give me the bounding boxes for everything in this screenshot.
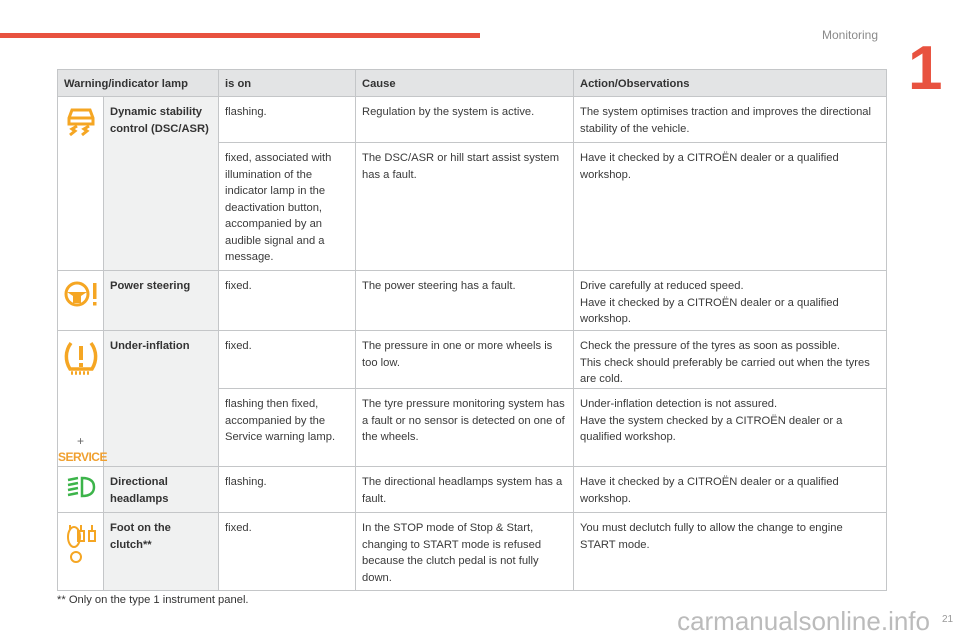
is-on-cell: flashing then fixed, accompanied by the … [218,388,356,467]
power-steering-icon [57,270,104,331]
action-cell: The system optimises traction and improv… [573,96,887,143]
directional-headlamps-icon [57,466,104,513]
section-title: Monitoring [822,28,879,42]
is-on-cell: fixed. [218,330,356,389]
cause-cell: The directional headlamps system has a f… [355,466,574,513]
table-row: + SERVICE Under-inflation fixed. The pre… [57,330,887,467]
action-cell: Check the pressure of the tyres as soon … [573,330,887,389]
foot-on-clutch-icon [57,512,104,591]
lamp-name: Power steering [103,270,219,331]
action-cell: Have it checked by a CITROËN dealer or a… [573,466,887,513]
cause-cell: The tyre pressure monitoring system has … [355,388,574,467]
col-lamp: Warning/indicator lamp [57,69,219,97]
cause-cell: The pressure in one or more wheels is to… [355,330,574,389]
footnote: ** Only on the type 1 instrument panel. [57,594,249,606]
action-cell: Under-inflation detection is not assured… [573,388,887,467]
col-action: Action/Observations [573,69,887,97]
is-on-cell: fixed. [218,270,356,331]
dsc-car-skid-icon [57,96,104,271]
table-row: flashing then fixed, accompanied by the … [58,388,887,467]
col-cause: Cause [355,69,574,97]
tyre-pressure-icon [64,341,97,375]
cause-cell: The DSC/ASR or hill start assist system … [355,142,574,271]
table-header: Warning/indicator lamp is on Cause Actio… [57,69,887,97]
col-is-on: is on [218,69,356,97]
page-number: 21 [942,614,954,625]
action-cell: You must declutch fully to allow the cha… [573,512,887,591]
is-on-cell: fixed, associated with illumination of t… [218,142,356,271]
is-on-cell: flashing. [218,96,356,143]
table-row: fixed, associated with illumination of t… [58,142,887,271]
lamp-name: Foot on the clutch** [103,512,219,591]
action-cell: Drive carefully at reduced speed. Have i… [573,270,887,331]
warning-lamp-table: Warning/indicator lamp is on Cause Actio… [57,69,887,591]
cause-cell: Regulation by the system is active. [355,96,574,143]
plus-sign: + [76,433,84,448]
is-on-cell: flashing. [218,466,356,513]
lamp-name: Directional headlamps [103,466,219,513]
action-cell: Have it checked by a CITROËN dealer or a… [573,142,887,271]
lamp-name: Under-inflation [103,330,219,467]
table-row: Directional headlamps flashing. The dire… [57,466,887,513]
table-row: Foot on the clutch** fixed. In the STOP … [57,512,887,591]
tyre-pressure-cell: + SERVICE [57,330,107,467]
is-on-cell: fixed. [218,512,356,591]
cause-cell: In the STOP mode of Stop & Start, changi… [355,512,574,591]
lamp-name: Dynamic stability control (DSC/ASR) [103,96,219,271]
cause-cell: The power steering has a fault. [355,270,574,331]
chapter-number: 1 [908,34,943,103]
table-row: Power steering fixed. The power steering… [57,270,887,331]
service-warning-icon: SERVICE [58,450,107,464]
table-row: Dynamic stability control (DSC/ASR) flas… [57,96,887,271]
watermark: carmanualsonline.info [677,606,930,636]
chapter-bar [0,33,480,38]
main-content: Warning/indicator lamp is on Cause Actio… [57,69,887,607]
